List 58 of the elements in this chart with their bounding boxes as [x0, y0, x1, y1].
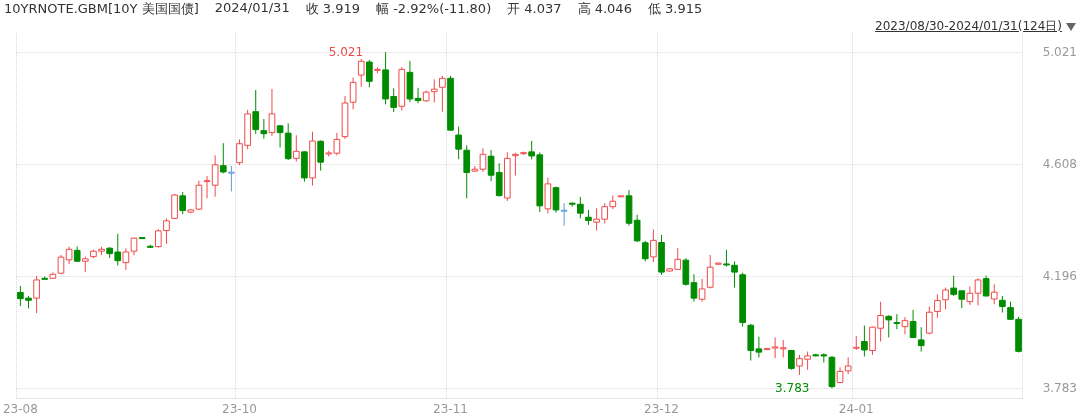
- candlestick: [219, 142, 227, 174]
- x-tick-label: 23-11: [433, 402, 468, 416]
- candlestick: [901, 316, 909, 335]
- text: 幅 -2.92%(-11.80): [376, 0, 492, 18]
- candlestick: [942, 287, 949, 310]
- text: 2024/01/31: [214, 0, 290, 17]
- candlestick: [893, 313, 901, 330]
- candlestick: [966, 285, 974, 306]
- candlestick: [974, 277, 982, 306]
- candlestick: [552, 186, 560, 214]
- candlestick: [455, 126, 462, 160]
- y-tick-label: 5.021: [1042, 45, 1078, 60]
- x-tick-label: 23-10: [222, 402, 257, 416]
- annotation: 5.021: [328, 45, 364, 60]
- candlestick: [982, 275, 990, 298]
- candlestick: [463, 144, 471, 199]
- candlestick: [439, 75, 446, 113]
- candlestick: [650, 228, 657, 263]
- candlestick: [171, 193, 178, 220]
- candlestick: [260, 118, 268, 140]
- candlestick: [560, 202, 568, 227]
- candlestick: [179, 191, 187, 215]
- candlestick: [268, 88, 276, 137]
- candlestick: [414, 87, 422, 104]
- x-tick-label: 24-01: [838, 402, 874, 416]
- candlestick: [990, 283, 998, 305]
- candlestick: [349, 77, 357, 110]
- text: 低 3.915: [647, 0, 703, 18]
- candlestick: [925, 306, 933, 335]
- y-tick-label: 3.783: [1042, 381, 1078, 396]
- candlestick: [885, 314, 893, 338]
- x-tick-label: 23-08: [2, 402, 38, 416]
- candlestick: [252, 89, 260, 135]
- candlestick: [33, 275, 40, 314]
- candlestick: [861, 325, 868, 357]
- chart-title: 10YRNOTE.GBM[10Y 美国国债]: [4, 0, 199, 18]
- candlestick: [512, 152, 519, 176]
- text: 高 4.046: [577, 0, 632, 18]
- y-tick-label: 4.196: [1042, 269, 1078, 284]
- candlestick: [357, 58, 365, 88]
- y-tick-label: 4.608: [1042, 157, 1078, 172]
- candlestick: [909, 309, 917, 339]
- candlestick: [641, 240, 649, 262]
- annotation: 3.783: [775, 381, 810, 396]
- candlestick: [698, 278, 706, 303]
- chart-subtitle: 2023/08/30-2024/01/31(124日): [875, 18, 1062, 35]
- candlestick: [430, 78, 438, 103]
- text: 收 3.919: [305, 0, 361, 18]
- candlestick: [917, 326, 925, 353]
- candlestick: [122, 247, 130, 271]
- candlestick: [228, 165, 235, 192]
- candlestick: [934, 293, 941, 319]
- x-tick-label: 23-12: [644, 402, 679, 416]
- candlestick: [292, 134, 300, 163]
- text: 开 4.037: [507, 0, 562, 18]
- candlestick: [366, 59, 373, 88]
- candlestick: [317, 139, 324, 172]
- candlestick: [706, 254, 714, 289]
